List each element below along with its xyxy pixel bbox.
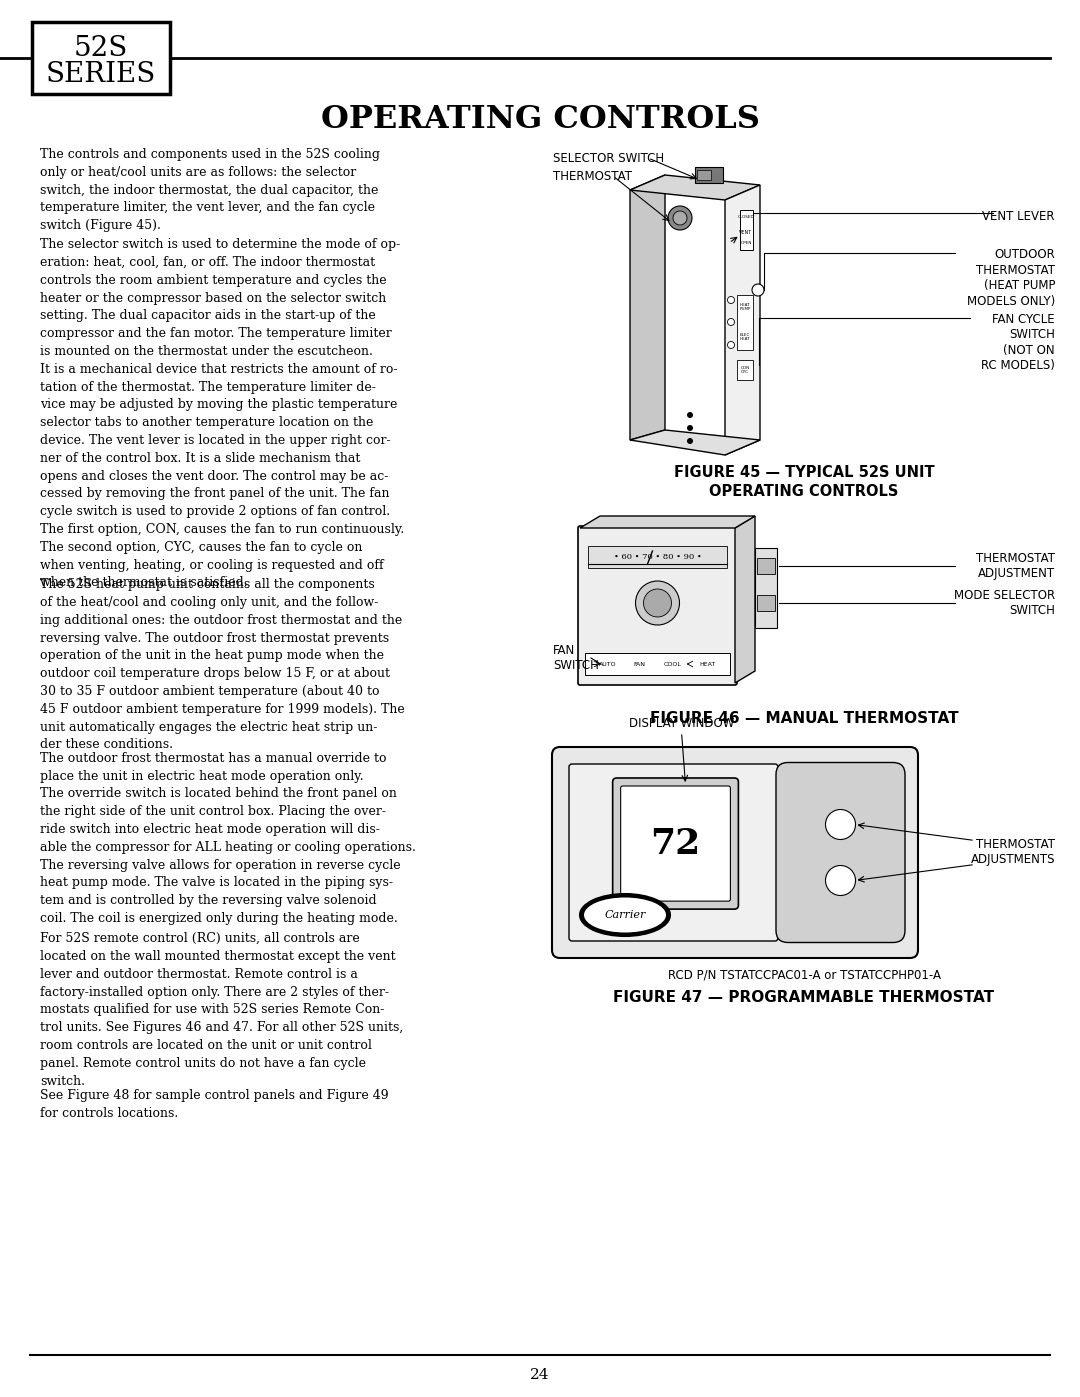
Bar — [757, 557, 775, 574]
Text: THERMOSTAT: THERMOSTAT — [553, 170, 632, 183]
Ellipse shape — [584, 897, 666, 933]
Text: FIGURE 45 — TYPICAL 52S UNIT
OPERATING CONTROLS: FIGURE 45 — TYPICAL 52S UNIT OPERATING C… — [674, 465, 934, 499]
Text: • 60 • 70 • 80 • 90 •: • 60 • 70 • 80 • 90 • — [613, 553, 701, 562]
Text: OPEN: OPEN — [740, 242, 752, 244]
Bar — [588, 546, 727, 569]
Polygon shape — [630, 430, 760, 455]
Bar — [740, 210, 753, 250]
Bar — [755, 548, 777, 629]
Text: 72: 72 — [650, 827, 701, 861]
Polygon shape — [630, 175, 760, 200]
Text: FIGURE 47 — PROGRAMMABLE THERMOSTAT: FIGURE 47 — PROGRAMMABLE THERMOSTAT — [613, 990, 995, 1004]
Text: FAN CYCLE
SWITCH
(NOT ON
RC MODELS): FAN CYCLE SWITCH (NOT ON RC MODELS) — [981, 313, 1055, 373]
Text: COOL: COOL — [664, 662, 681, 666]
Circle shape — [687, 412, 693, 418]
Polygon shape — [580, 515, 755, 528]
Circle shape — [644, 590, 672, 617]
Text: AUTO: AUTO — [599, 662, 617, 666]
Text: THERMOSTAT
ADJUSTMENT: THERMOSTAT ADJUSTMENT — [976, 552, 1055, 580]
FancyBboxPatch shape — [777, 763, 905, 943]
Text: The selector switch is used to determine the mode of op-
eration: heat, cool, fa: The selector switch is used to determine… — [40, 239, 404, 590]
Bar — [737, 295, 753, 351]
Bar — [696, 168, 723, 183]
Circle shape — [728, 296, 734, 303]
Text: See Figure 48 for sample control panels and Figure 49
for controls locations.: See Figure 48 for sample control panels … — [40, 1090, 389, 1120]
Text: MODE SELECTOR
SWITCH: MODE SELECTOR SWITCH — [954, 590, 1055, 617]
Circle shape — [687, 439, 693, 444]
Bar — [737, 360, 753, 380]
Text: HEAT
PUMP: HEAT PUMP — [739, 303, 751, 312]
Bar — [585, 652, 730, 675]
Circle shape — [635, 581, 679, 624]
Text: OUTDOOR
THERMOSTAT
(HEAT PUMP
MODELS ONLY): OUTDOOR THERMOSTAT (HEAT PUMP MODELS ONL… — [967, 249, 1055, 307]
Text: For 52S remote control (RC) units, all controls are
located on the wall mounted : For 52S remote control (RC) units, all c… — [40, 932, 403, 1088]
Text: 52S: 52S — [73, 35, 129, 61]
Circle shape — [728, 319, 734, 326]
Text: RCD P/N TSTATCCPAC01-A or TSTATCCPHP01-A: RCD P/N TSTATCCPAC01-A or TSTATCCPHP01-A — [667, 968, 941, 981]
Text: SERIES: SERIES — [45, 60, 157, 88]
Polygon shape — [725, 184, 760, 455]
Polygon shape — [630, 175, 665, 440]
Circle shape — [825, 809, 855, 840]
Bar — [757, 595, 775, 610]
Text: VENT LEVER: VENT LEVER — [983, 210, 1055, 224]
Circle shape — [687, 425, 693, 432]
FancyBboxPatch shape — [552, 747, 918, 958]
Ellipse shape — [580, 894, 670, 936]
Circle shape — [752, 284, 764, 296]
Text: HEAT: HEAT — [699, 662, 715, 666]
Circle shape — [728, 341, 734, 348]
Bar — [697, 170, 711, 180]
Text: FIGURE 46 — MANUAL THERMOSTAT: FIGURE 46 — MANUAL THERMOSTAT — [650, 711, 958, 726]
Text: OPERATING CONTROLS: OPERATING CONTROLS — [321, 105, 759, 136]
Text: The reversing valve allows for operation in reverse cycle
heat pump mode. The va: The reversing valve allows for operation… — [40, 859, 401, 925]
FancyBboxPatch shape — [569, 764, 778, 942]
FancyBboxPatch shape — [621, 787, 730, 901]
Text: 24: 24 — [530, 1368, 550, 1382]
Text: The controls and components used in the 52S cooling
only or heat/cool units are : The controls and components used in the … — [40, 148, 380, 232]
Text: THERMOSTAT
ADJUSTMENTS: THERMOSTAT ADJUSTMENTS — [971, 838, 1055, 866]
Circle shape — [825, 866, 855, 895]
Text: CLOSED: CLOSED — [738, 215, 754, 219]
Bar — [32, 22, 170, 94]
Circle shape — [669, 205, 692, 231]
Text: The outdoor frost thermostat has a manual override to
place the unit in electric: The outdoor frost thermostat has a manua… — [40, 752, 416, 854]
FancyBboxPatch shape — [780, 764, 901, 942]
FancyBboxPatch shape — [612, 778, 739, 909]
Text: FAN
SWITCH: FAN SWITCH — [553, 644, 599, 672]
Text: ELEC
HEAT: ELEC HEAT — [740, 332, 751, 341]
Text: VENT: VENT — [740, 229, 753, 235]
Text: Carrier: Carrier — [605, 909, 646, 921]
Text: CON
CYC: CON CYC — [741, 366, 750, 374]
Text: The 52S heat pump unit contains all the components
of the heat/cool and cooling : The 52S heat pump unit contains all the … — [40, 578, 405, 752]
Circle shape — [673, 211, 687, 225]
Text: DISPLAY WINDOW: DISPLAY WINDOW — [629, 717, 734, 731]
Text: SELECTOR SWITCH: SELECTOR SWITCH — [553, 152, 664, 165]
Text: FAN: FAN — [633, 662, 645, 666]
Polygon shape — [735, 515, 755, 683]
FancyBboxPatch shape — [578, 527, 737, 685]
